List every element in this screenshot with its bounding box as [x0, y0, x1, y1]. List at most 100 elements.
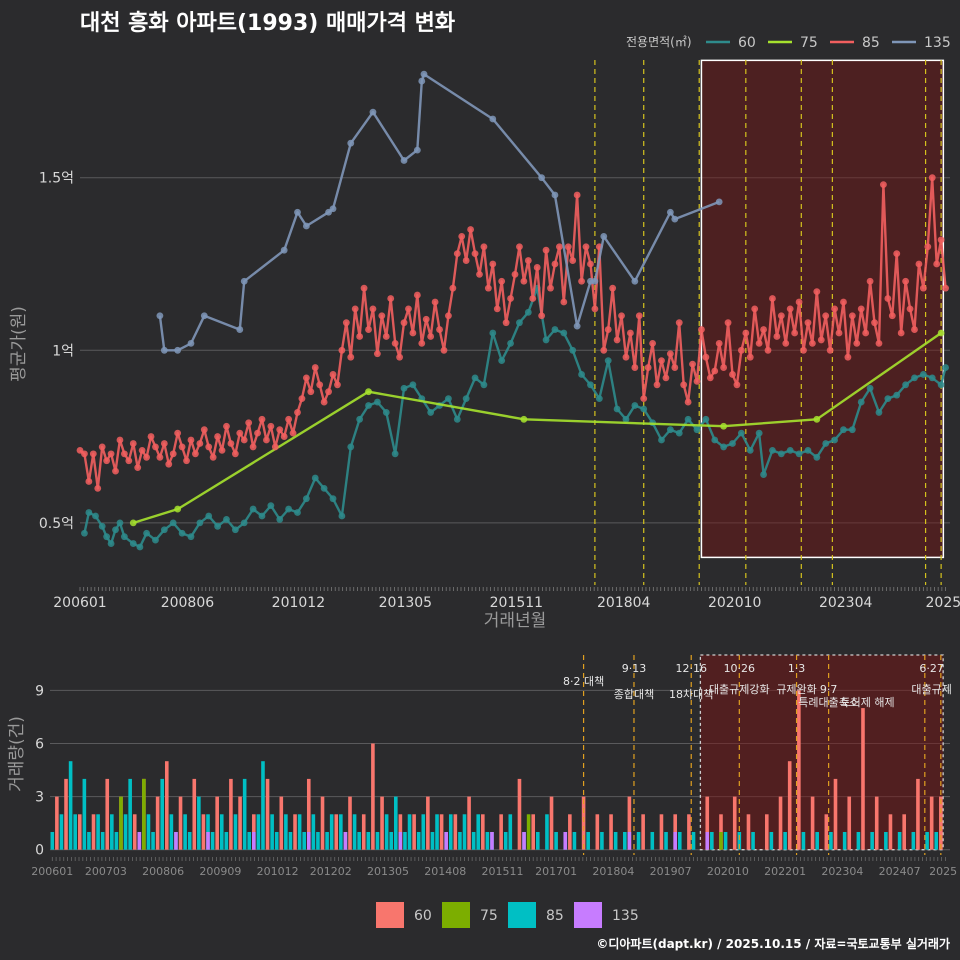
- volume-bar-85: [751, 831, 755, 850]
- data-point-75: [937, 329, 945, 337]
- data-point-60: [400, 384, 408, 392]
- data-point-85: [422, 315, 430, 323]
- data-point-85: [733, 381, 741, 389]
- volume-bar-85: [270, 814, 274, 850]
- data-point-60: [840, 426, 847, 434]
- policy-annotation: 대출규제강화: [709, 683, 770, 696]
- data-point-85: [81, 450, 88, 458]
- data-point-60: [267, 502, 275, 510]
- volume-bar-85: [613, 831, 618, 850]
- volume-bar-60: [77, 814, 82, 850]
- volume-bar-85: [151, 831, 155, 850]
- volume-bar-85: [485, 831, 490, 850]
- data-point-60: [684, 415, 692, 423]
- volume-bar-60: [334, 814, 339, 850]
- data-point-60: [640, 405, 648, 413]
- volume-bar-60: [687, 814, 691, 850]
- data-point-75: [365, 388, 372, 396]
- data-point-60: [471, 374, 479, 382]
- volume-bar-85: [183, 814, 187, 850]
- data-point-85: [112, 467, 119, 475]
- volume-bar-85: [233, 814, 238, 850]
- data-point-85: [409, 329, 417, 337]
- volume-bar-85: [59, 814, 64, 850]
- volume-bar-85: [73, 814, 77, 850]
- data-point-85: [307, 388, 315, 396]
- volume-bar-60: [164, 761, 169, 850]
- bottom-x-tick-label: 2025: [929, 865, 957, 878]
- policy-annotation: 대출규제: [911, 683, 951, 696]
- data-point-135: [174, 346, 182, 354]
- data-point-60: [205, 512, 213, 520]
- volume-bar-60: [874, 796, 879, 850]
- volume-bar-85: [710, 831, 714, 850]
- credit-text: ©디아파트(dapt.kr) / 2025.10.15 / 자료=국토교통부 실…: [596, 936, 950, 951]
- data-point-85: [813, 288, 821, 296]
- data-point-60: [294, 509, 301, 516]
- data-point-85: [609, 284, 617, 292]
- data-point-60: [302, 495, 310, 503]
- data-point-60: [720, 443, 728, 451]
- data-point-85: [560, 298, 568, 306]
- data-point-135: [302, 222, 310, 230]
- data-point-85: [751, 305, 759, 313]
- volume-bar-60: [888, 814, 893, 850]
- data-point-85: [236, 429, 244, 437]
- top-x-tick-label: 202304: [819, 595, 873, 611]
- data-point-135: [347, 139, 355, 147]
- volume-bar-60: [499, 814, 503, 850]
- bottom-x-tick-label: 201305: [367, 865, 409, 878]
- data-point-85: [737, 346, 745, 354]
- data-point-60: [928, 374, 936, 382]
- data-point-85: [658, 357, 665, 365]
- policy-annotation: 특례대출축소: [798, 696, 859, 709]
- data-point-85: [666, 350, 674, 358]
- data-point-135: [420, 70, 428, 78]
- volume-bar-60: [847, 796, 852, 850]
- data-point-85: [263, 436, 270, 444]
- data-point-60: [919, 371, 927, 378]
- volume-bar-85: [219, 814, 224, 850]
- data-point-85: [484, 284, 492, 292]
- data-point-85: [600, 346, 608, 354]
- volume-bar-85: [339, 814, 343, 850]
- bottom-x-tick-label: 200806: [142, 865, 184, 878]
- data-point-75: [720, 422, 728, 430]
- data-point-85: [635, 312, 643, 320]
- data-point-60: [178, 529, 186, 537]
- data-point-60: [107, 540, 115, 547]
- volume-bar-85: [636, 831, 641, 850]
- data-point-60: [613, 405, 621, 413]
- data-point-85: [817, 336, 825, 344]
- data-point-85: [631, 364, 639, 371]
- data-point-60: [622, 415, 630, 423]
- data-point-85: [138, 446, 146, 454]
- data-point-60: [258, 512, 266, 520]
- data-point-85: [152, 443, 159, 451]
- data-point-60: [560, 329, 568, 337]
- volume-bar-85: [394, 796, 398, 850]
- volume-bar-60: [481, 814, 485, 850]
- data-point-85: [218, 446, 226, 454]
- data-point-60: [884, 395, 892, 403]
- bottom-x-tick-label: 202407: [879, 865, 921, 878]
- data-point-85: [928, 174, 936, 182]
- data-point-60: [875, 409, 883, 416]
- data-point-85: [542, 246, 550, 254]
- data-point-85: [400, 319, 408, 327]
- data-point-60: [937, 381, 945, 389]
- top-x-tick-label: 201804: [597, 595, 651, 611]
- bottom-legend-label-135: 135: [612, 908, 639, 924]
- top-x-tick-label: 201511: [490, 595, 543, 611]
- data-point-60: [911, 374, 918, 382]
- data-point-60: [382, 409, 390, 416]
- data-point-85: [502, 319, 510, 327]
- data-point-85: [267, 422, 275, 430]
- bottom-y-axis-label: 거래량(건): [7, 716, 27, 792]
- data-point-60: [804, 446, 812, 454]
- data-point-135: [413, 146, 421, 154]
- volume-bar-85: [123, 814, 128, 850]
- data-point-85: [880, 181, 887, 189]
- data-point-85: [831, 305, 838, 313]
- data-point-85: [729, 371, 736, 378]
